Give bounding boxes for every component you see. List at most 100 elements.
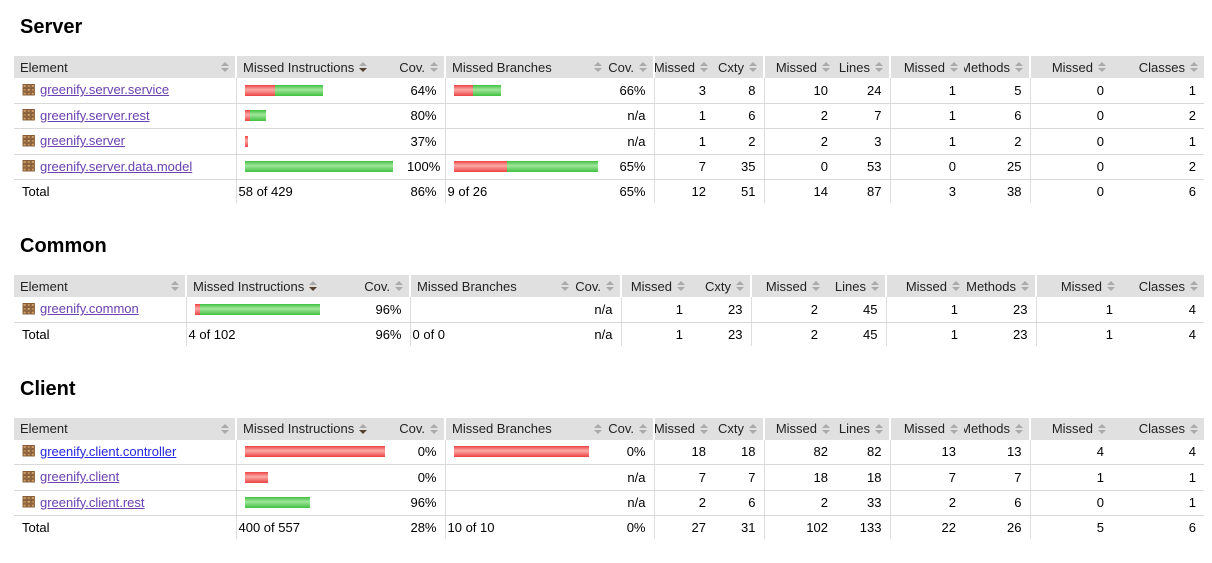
package-link[interactable]: greenify.server.service xyxy=(22,82,169,97)
column-header-missed-classes[interactable]: Missed xyxy=(1029,417,1112,440)
column-header-missed-methods[interactable]: Missed xyxy=(889,56,964,78)
total-missed-classes: 5 xyxy=(1029,515,1112,539)
package-link[interactable]: greenify.server.rest xyxy=(22,108,150,123)
missed-classes-cell: 1 xyxy=(1029,464,1112,491)
column-header-instr-cov[interactable]: Cov. xyxy=(399,56,445,78)
column-header-missed-methods[interactable]: Missed xyxy=(889,417,964,440)
package-icon xyxy=(22,160,35,172)
sort-icon xyxy=(171,281,179,291)
column-header-missed-methods[interactable]: Missed xyxy=(885,275,966,297)
classes-cell: 2 xyxy=(1112,154,1204,180)
column-header-lines[interactable]: Lines xyxy=(836,417,890,440)
column-header-element[interactable]: Element xyxy=(14,275,186,297)
column-header-cxty[interactable]: Cxty xyxy=(714,56,764,78)
column-header-missed-instructions[interactable]: Missed Instructions xyxy=(235,56,399,78)
total-classes: 6 xyxy=(1112,179,1204,203)
total-missed-lines: 102 xyxy=(763,515,836,539)
lines-cell: 53 xyxy=(836,154,890,180)
column-header-missed-lines[interactable]: Missed xyxy=(750,275,826,297)
missed-classes-cell: 0 xyxy=(1029,78,1112,104)
cxty-cell: 2 xyxy=(714,128,764,155)
table-row: greenify.server.service 64% 66% 3 8 10 2… xyxy=(14,78,1204,104)
column-header-missed-lines[interactable]: Missed xyxy=(763,417,836,440)
column-header-missed-cxty[interactable]: Missed xyxy=(620,275,691,297)
missed-branches-bar xyxy=(444,154,608,180)
column-header-missed-branches[interactable]: Missed Branches xyxy=(444,56,608,78)
sort-icon xyxy=(639,62,647,72)
column-header-branch-cov[interactable]: Cov. xyxy=(608,417,654,440)
sort-icon xyxy=(561,281,569,291)
classes-cell: 1 xyxy=(1112,490,1204,516)
column-header-missed-classes[interactable]: Missed xyxy=(1029,56,1112,78)
column-header-branch-cov[interactable]: Cov. xyxy=(608,56,654,78)
column-header-missed-lines[interactable]: Missed xyxy=(763,56,836,78)
package-icon xyxy=(22,470,35,482)
section-title-client: Client xyxy=(20,377,76,400)
package-link[interactable]: greenify.client.rest xyxy=(22,495,145,510)
table-row: greenify.server.rest 80% n/a 1 6 2 7 1 6… xyxy=(14,103,1204,129)
instr-cov-cell: 0% xyxy=(399,439,445,465)
missed-lines-cell: 18 xyxy=(763,464,836,491)
classes-cell: 1 xyxy=(1112,464,1204,491)
package-link[interactable]: greenify.client.controller xyxy=(22,444,176,459)
column-header-classes[interactable]: Classes xyxy=(1121,275,1204,297)
methods-cell: 6 xyxy=(964,103,1030,129)
column-header-missed-instructions[interactable]: Missed Instructions xyxy=(185,275,354,297)
package-link[interactable]: greenify.server xyxy=(22,133,125,148)
total-cxty: 31 xyxy=(714,515,764,539)
total-instr: 4 of 102 xyxy=(185,321,354,346)
sort-icon xyxy=(430,62,438,72)
missed-branches-bar xyxy=(444,464,608,491)
column-header-missed-cxty[interactable]: Missed xyxy=(653,417,714,440)
column-header-cxty[interactable]: Cxty xyxy=(714,417,764,440)
column-header-missed-branches[interactable]: Missed Branches xyxy=(409,275,575,297)
column-header-methods[interactable]: Methods xyxy=(966,275,1036,297)
package-link[interactable]: greenify.client xyxy=(22,469,119,484)
column-header-missed-branches[interactable]: Missed Branches xyxy=(444,417,608,440)
column-header-instr-cov[interactable]: Cov. xyxy=(354,275,410,297)
total-cxty: 23 xyxy=(691,321,751,346)
column-header-instr-cov[interactable]: Cov. xyxy=(399,417,445,440)
sort-icon xyxy=(875,62,883,72)
column-header-missed-cxty[interactable]: Missed xyxy=(653,56,714,78)
missed-classes-cell: 0 xyxy=(1029,490,1112,516)
total-methods: 26 xyxy=(964,515,1030,539)
table-row: greenify.server 37% n/a 1 2 2 3 1 2 0 1 xyxy=(14,128,1204,155)
column-header-methods[interactable]: Methods xyxy=(964,56,1030,78)
sort-icon xyxy=(395,281,403,291)
package-icon xyxy=(22,445,35,457)
package-icon xyxy=(22,83,35,95)
branch-cov-cell: n/a xyxy=(608,464,654,491)
sort-icon xyxy=(1015,423,1023,434)
missed-methods-cell: 2 xyxy=(889,490,964,516)
package-icon xyxy=(22,302,35,314)
column-header-missed-instructions[interactable]: Missed Instructions xyxy=(235,417,399,440)
package-icon xyxy=(22,496,35,508)
missed-lines-cell: 2 xyxy=(750,297,826,323)
total-missed-lines: 14 xyxy=(763,179,836,203)
column-header-lines[interactable]: Lines xyxy=(826,275,886,297)
total-cxty: 51 xyxy=(714,179,764,203)
column-header-branch-cov[interactable]: Cov. xyxy=(575,275,621,297)
sort-icon xyxy=(822,62,830,72)
column-header-classes[interactable]: Classes xyxy=(1112,417,1204,440)
total-methods: 38 xyxy=(964,179,1030,203)
missed-instructions-bar xyxy=(235,103,399,129)
column-header-element[interactable]: Element xyxy=(14,417,236,440)
column-header-cxty[interactable]: Cxty xyxy=(691,275,751,297)
classes-cell: 1 xyxy=(1112,78,1204,104)
sort-icon xyxy=(736,281,744,291)
branch-cov-cell: n/a xyxy=(608,490,654,516)
package-link[interactable]: greenify.server.data.model xyxy=(22,159,192,174)
missed-methods-cell: 0 xyxy=(889,154,964,180)
column-header-methods[interactable]: Methods xyxy=(964,417,1030,440)
column-header-missed-classes[interactable]: Missed xyxy=(1035,275,1121,297)
column-header-lines[interactable]: Lines xyxy=(836,56,890,78)
column-header-element[interactable]: Element xyxy=(14,56,236,78)
column-header-classes[interactable]: Classes xyxy=(1112,56,1204,78)
header-row: Element Missed Instructions Cov. Missed … xyxy=(14,275,1204,297)
package-link[interactable]: greenify.common xyxy=(22,301,139,316)
methods-cell: 7 xyxy=(964,464,1030,491)
missed-methods-cell: 13 xyxy=(889,439,964,465)
